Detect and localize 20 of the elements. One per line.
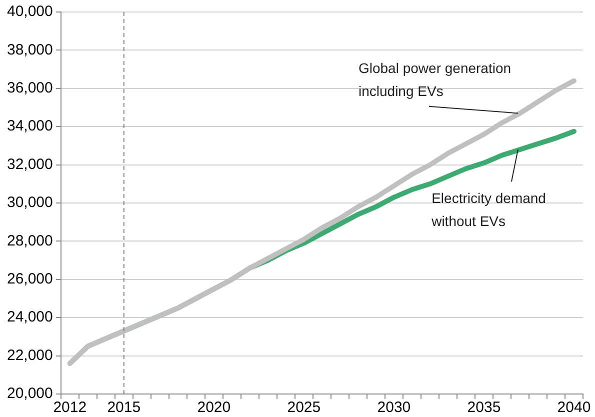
x-tick-label: 2040	[557, 399, 591, 416]
y-tick-label: 20,000	[6, 385, 53, 402]
y-tick-label: 32,000	[6, 156, 53, 173]
y-tick-label: 28,000	[6, 232, 53, 250]
y-tick-label: 22,000	[6, 346, 53, 364]
x-tick-label: 2030	[377, 399, 411, 416]
x-tick-label: 2012	[53, 399, 87, 416]
y-tick-label: 30,000	[6, 194, 53, 212]
y-tick-label: 36,000	[6, 80, 53, 97]
y-tick-label: 26,000	[6, 270, 53, 288]
y-tick-label: 38,000	[6, 41, 53, 58]
x-tick-label: 2015	[107, 399, 141, 416]
y-tick-label: 34,000	[6, 118, 53, 135]
x-tick-label: 2035	[467, 399, 501, 416]
x-tick-label: 2025	[287, 399, 321, 416]
x-tick-label: 2020	[197, 399, 231, 416]
series-label: Global power generation including EVs	[358, 60, 512, 100]
y-tick-label: 24,000	[6, 308, 53, 326]
y-tick-label: 40,000	[6, 3, 53, 20]
series-label: Electricity demand without EVs	[430, 190, 546, 229]
